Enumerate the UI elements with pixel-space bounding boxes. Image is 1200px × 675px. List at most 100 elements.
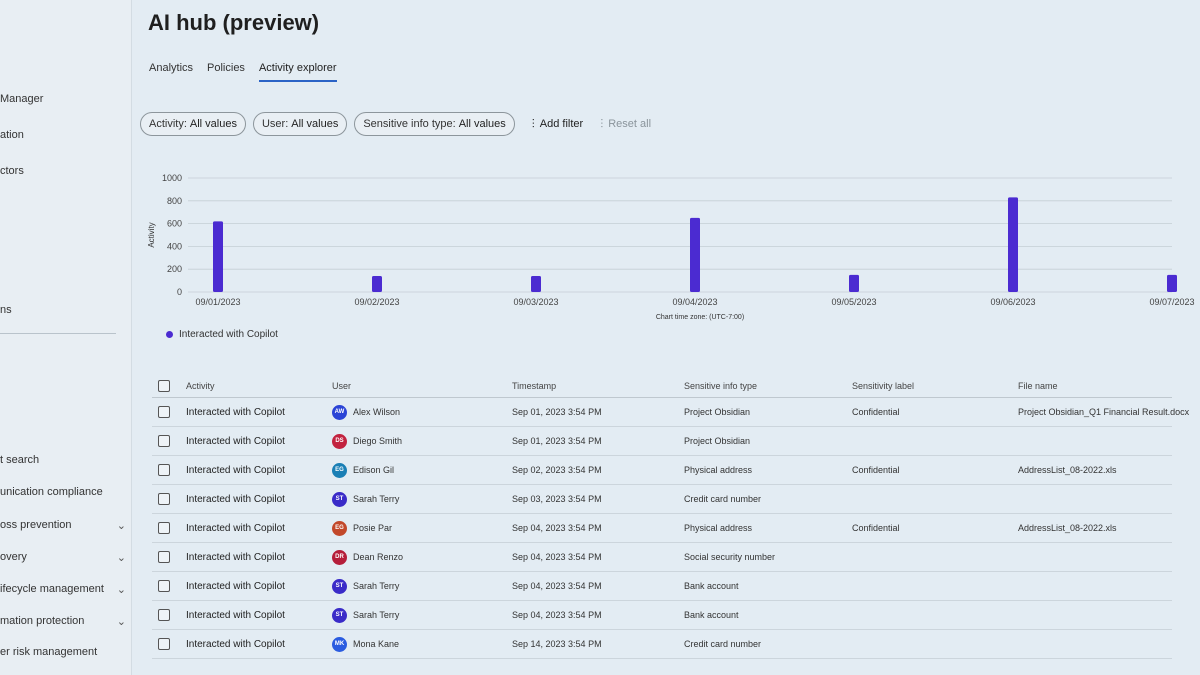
sidebar-item[interactable]: oss prevention ⌄ [0, 514, 131, 536]
page-title: AI hub (preview) [148, 10, 320, 35]
sidebar-item[interactable]: er risk management [0, 641, 131, 663]
y-tick-label: 800 [167, 196, 182, 206]
bar [372, 276, 382, 292]
user-name: Edison Gil [353, 465, 395, 475]
row-checkbox[interactable] [158, 522, 170, 534]
user-name: Dean Renzo [353, 552, 404, 562]
chevron-down-icon[interactable]: ⌄ [116, 519, 126, 532]
sidebar-item[interactable]: ns [0, 299, 131, 321]
avatar: ST [332, 491, 347, 507]
sidebar-item[interactable]: unication compliance [0, 481, 131, 503]
sidebar-item-label: er risk management [0, 646, 98, 658]
user-filter[interactable]: User: All values [252, 112, 348, 136]
timestamp-cell: Sep 04, 2023 3:54 PM [512, 581, 602, 591]
column-header-timestamp[interactable]: Timestamp [512, 380, 557, 391]
row-checkbox[interactable] [158, 464, 170, 476]
activity-cell: Interacted with Copilot [186, 551, 285, 563]
y-tick-label: 1000 [162, 173, 182, 183]
select-all-cell [158, 374, 170, 397]
timestamp-cell: Sep 03, 2023 3:54 PM [512, 494, 602, 504]
add-filter-icon: ⫶ [531, 116, 535, 131]
add-filter-button[interactable]: ⫶ Add filter [532, 117, 583, 132]
sensitive-info-type-filter[interactable]: Sensitive info type: All values [354, 112, 515, 136]
select-all-checkbox[interactable] [158, 379, 170, 392]
activity-filter[interactable]: Activity: All values [140, 112, 246, 136]
row-checkbox[interactable] [158, 493, 170, 505]
table-row[interactable]: Interacted with Copilot AW Alex Wilson Sep … [152, 398, 1189, 427]
avatar: DR [332, 549, 347, 565]
x-tick-label: 09/02/2023 [354, 297, 399, 307]
sensitivity-label-cell: Confidential [852, 465, 900, 475]
tab-analytics[interactable]: Analytics [149, 62, 194, 74]
column-header-sensitive-info-type[interactable]: Sensitive info type [684, 380, 758, 391]
column-header-activity[interactable]: Activity [186, 380, 215, 391]
activity-cell: Interacted with Copilot [186, 522, 285, 534]
table-row[interactable]: Interacted with Copilot DS Diego Smith Sep … [152, 427, 1172, 456]
y-tick-label: 400 [167, 241, 182, 251]
chevron-down-icon[interactable]: ⌄ [116, 551, 126, 564]
bar [1008, 197, 1018, 292]
table-row[interactable]: Interacted with Copilot ST Sarah Terry Sep … [152, 572, 1172, 601]
file-name-cell: Project Obsidian_Q1 Financial Result.doc… [1018, 407, 1190, 417]
bar [690, 217, 700, 292]
row-checkbox[interactable] [158, 406, 170, 418]
sidebar-item-label: t search [0, 454, 40, 466]
activity-cell: Interacted with Copilot [186, 638, 285, 650]
sidebar-item-label: ns [0, 304, 12, 316]
timestamp-cell: Sep 04, 2023 3:54 PM [512, 523, 602, 533]
row-select-cell [158, 630, 170, 658]
sensitive-info-type-cell: Physical address [684, 465, 753, 475]
table-row[interactable]: Interacted with Copilot ST Sarah Terry Sep … [152, 485, 1172, 514]
table-row[interactable]: Interacted with Copilot ST Sarah Terry Sep … [152, 601, 1172, 630]
timestamp-cell: Sep 14, 2023 3:54 PM [512, 639, 602, 649]
file-name-cell: AddressList_08-2022.xls [1018, 523, 1117, 533]
tab-policies[interactable]: Policies [207, 62, 245, 74]
row-checkbox[interactable] [158, 638, 170, 650]
sidebar-item[interactable]: ifecycle management ⌄ [0, 578, 131, 600]
chevron-down-icon[interactable]: ⌄ [116, 583, 126, 596]
reset-all-label: Reset all [608, 118, 652, 130]
reset-filter-icon: ⫶ [600, 116, 604, 131]
bar [531, 276, 541, 292]
table-header: Activity User Timestamp Sensitive info t… [152, 374, 1172, 398]
row-select-cell [158, 514, 170, 542]
file-name-cell: AddressList_08-2022.xls [1018, 465, 1117, 475]
sidebar-item-label: ctors [0, 165, 24, 177]
x-tick-label: 09/04/2023 [672, 297, 717, 307]
avatar: AW [332, 404, 347, 420]
table-row[interactable]: Interacted with Copilot EG Posie Par Sep 04… [152, 514, 1172, 543]
table-row[interactable]: Interacted with Copilot DR Dean Renzo Sep 0… [152, 543, 1172, 572]
sidebar-item[interactable]: ctors [0, 160, 131, 182]
sidebar-item[interactable]: Manager [0, 88, 131, 110]
sensitive-info-type-cell: Social security number [684, 552, 776, 562]
activity-table: Activity User Timestamp Sensitive info t… [152, 374, 1189, 659]
table-row[interactable]: Interacted with Copilot EG Edison Gil Sep 0… [152, 456, 1172, 485]
user-name: Sarah Terry [353, 494, 400, 504]
row-checkbox[interactable] [158, 609, 170, 621]
column-header-user[interactable]: User [332, 380, 352, 391]
activity-bar-chart: 0 200 400 600 800 1000 Activity 09/01/2023 09/02… [147, 173, 1195, 321]
sidebar-item[interactable]: t search [0, 449, 131, 471]
user-cell: DS Diego Smith [332, 427, 402, 455]
column-header-file-name[interactable]: File name [1018, 380, 1058, 391]
sensitive-info-type-cell: Credit card number [684, 639, 762, 649]
tab-activity-explorer[interactable]: Activity explorer [258, 62, 343, 82]
y-tick-label: 200 [167, 264, 182, 274]
row-select-cell [158, 427, 170, 455]
row-checkbox[interactable] [158, 580, 170, 592]
sidebar-item[interactable]: overy ⌄ [0, 546, 131, 568]
sidebar-item[interactable]: mation protection ⌄ [0, 610, 131, 632]
avatar: ST [332, 607, 347, 623]
activity-cell: Interacted with Copilot [186, 435, 285, 447]
y-tick-label: 0 [177, 287, 182, 297]
table-row[interactable]: Interacted with Copilot MK Mona Kane Sep 14… [152, 630, 1172, 659]
sensitive-info-type-cell: Project Obsidian [684, 436, 751, 446]
row-checkbox[interactable] [158, 551, 170, 563]
row-checkbox[interactable] [158, 435, 170, 447]
chevron-down-icon[interactable]: ⌄ [116, 615, 126, 628]
reset-all-button[interactable]: ⫶ Reset all [600, 117, 651, 132]
avatar: EG [332, 462, 347, 478]
sensitivity-label-cell: Confidential [852, 523, 900, 533]
sidebar-item[interactable]: ation [0, 124, 131, 146]
column-header-sensitivity-label[interactable]: Sensitivity label [852, 380, 915, 391]
